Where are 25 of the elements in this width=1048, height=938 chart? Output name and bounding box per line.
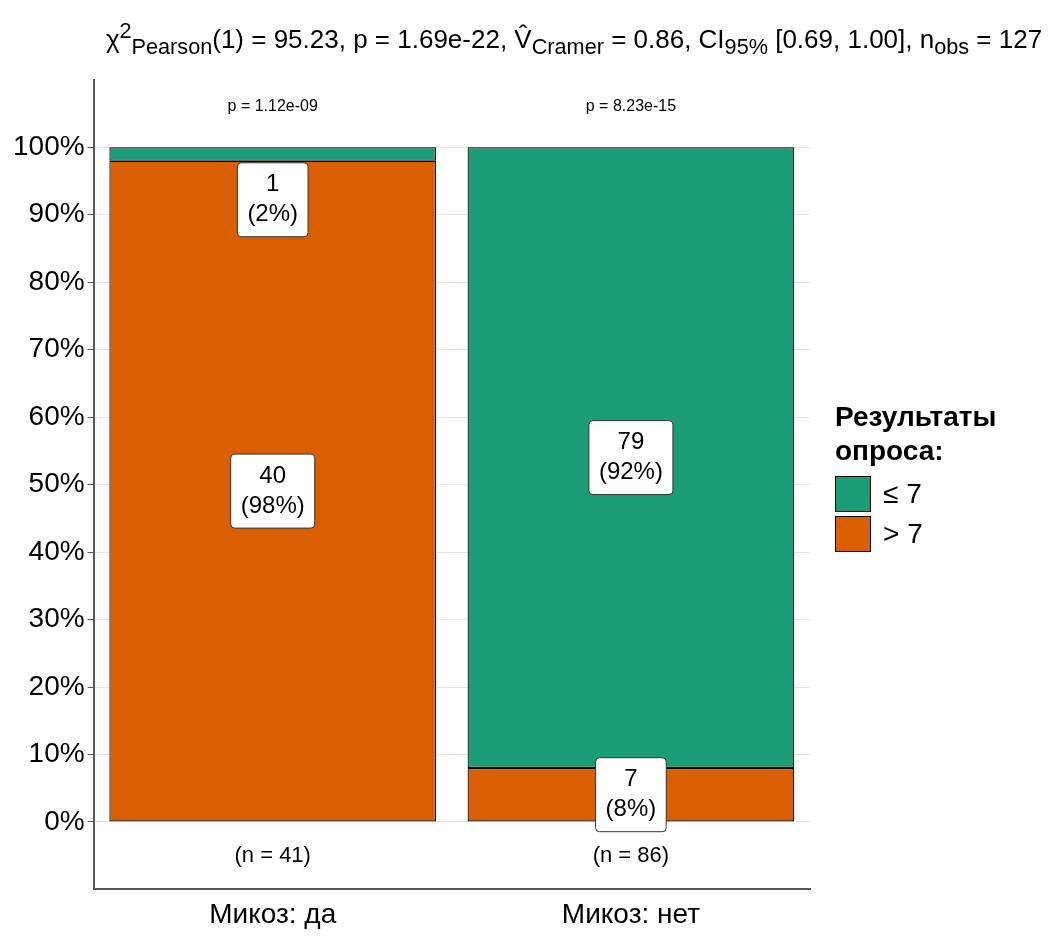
- annotation: (n = 86): [592, 841, 670, 867]
- y-tick-label: 0%: [44, 804, 85, 836]
- annotation: (n = 41): [234, 841, 311, 867]
- y-tick-label: 60%: [28, 399, 85, 431]
- y-tick-label: 20%: [28, 669, 85, 701]
- x-tick-label: Микоз: нет: [561, 897, 701, 929]
- annotation: p = 1.12e-09: [227, 97, 318, 115]
- annotation: p = 8.23e-15: [585, 97, 677, 115]
- y-tick-label: 10%: [28, 737, 85, 769]
- data-label: 40 (98%): [240, 460, 305, 518]
- chart-title: χ$^{2}$$_{Pearson}$(1) = 95.23, p = 1.69e-22, V̂$_{Cramer}$ = 0.86, CI$_{95%}$ [0.69, 1.00], n$_{obs}$ = 127: [105, 18, 1043, 59]
- y-tick-label: 70%: [28, 332, 85, 364]
- y-tick-label: 30%: [28, 602, 85, 634]
- y-tick-label: 90%: [28, 197, 85, 229]
- x-tick-label: Микоз: да: [209, 897, 337, 929]
- legend-label: ≤ 7: [883, 478, 922, 510]
- legend-title: Результаты опроса:: [835, 400, 998, 468]
- data-label: 1 (2%): [247, 169, 299, 227]
- data-label: 79 (92%): [598, 427, 663, 485]
- text: > 7: [883, 518, 923, 550]
- y-tick-label: 100%: [12, 129, 85, 161]
- y-tick-label: 80%: [28, 264, 85, 296]
- y-tick-label: 50%: [28, 467, 85, 499]
- data-label: 7 (8%): [605, 764, 657, 822]
- y-tick-label: 40%: [28, 534, 85, 566]
